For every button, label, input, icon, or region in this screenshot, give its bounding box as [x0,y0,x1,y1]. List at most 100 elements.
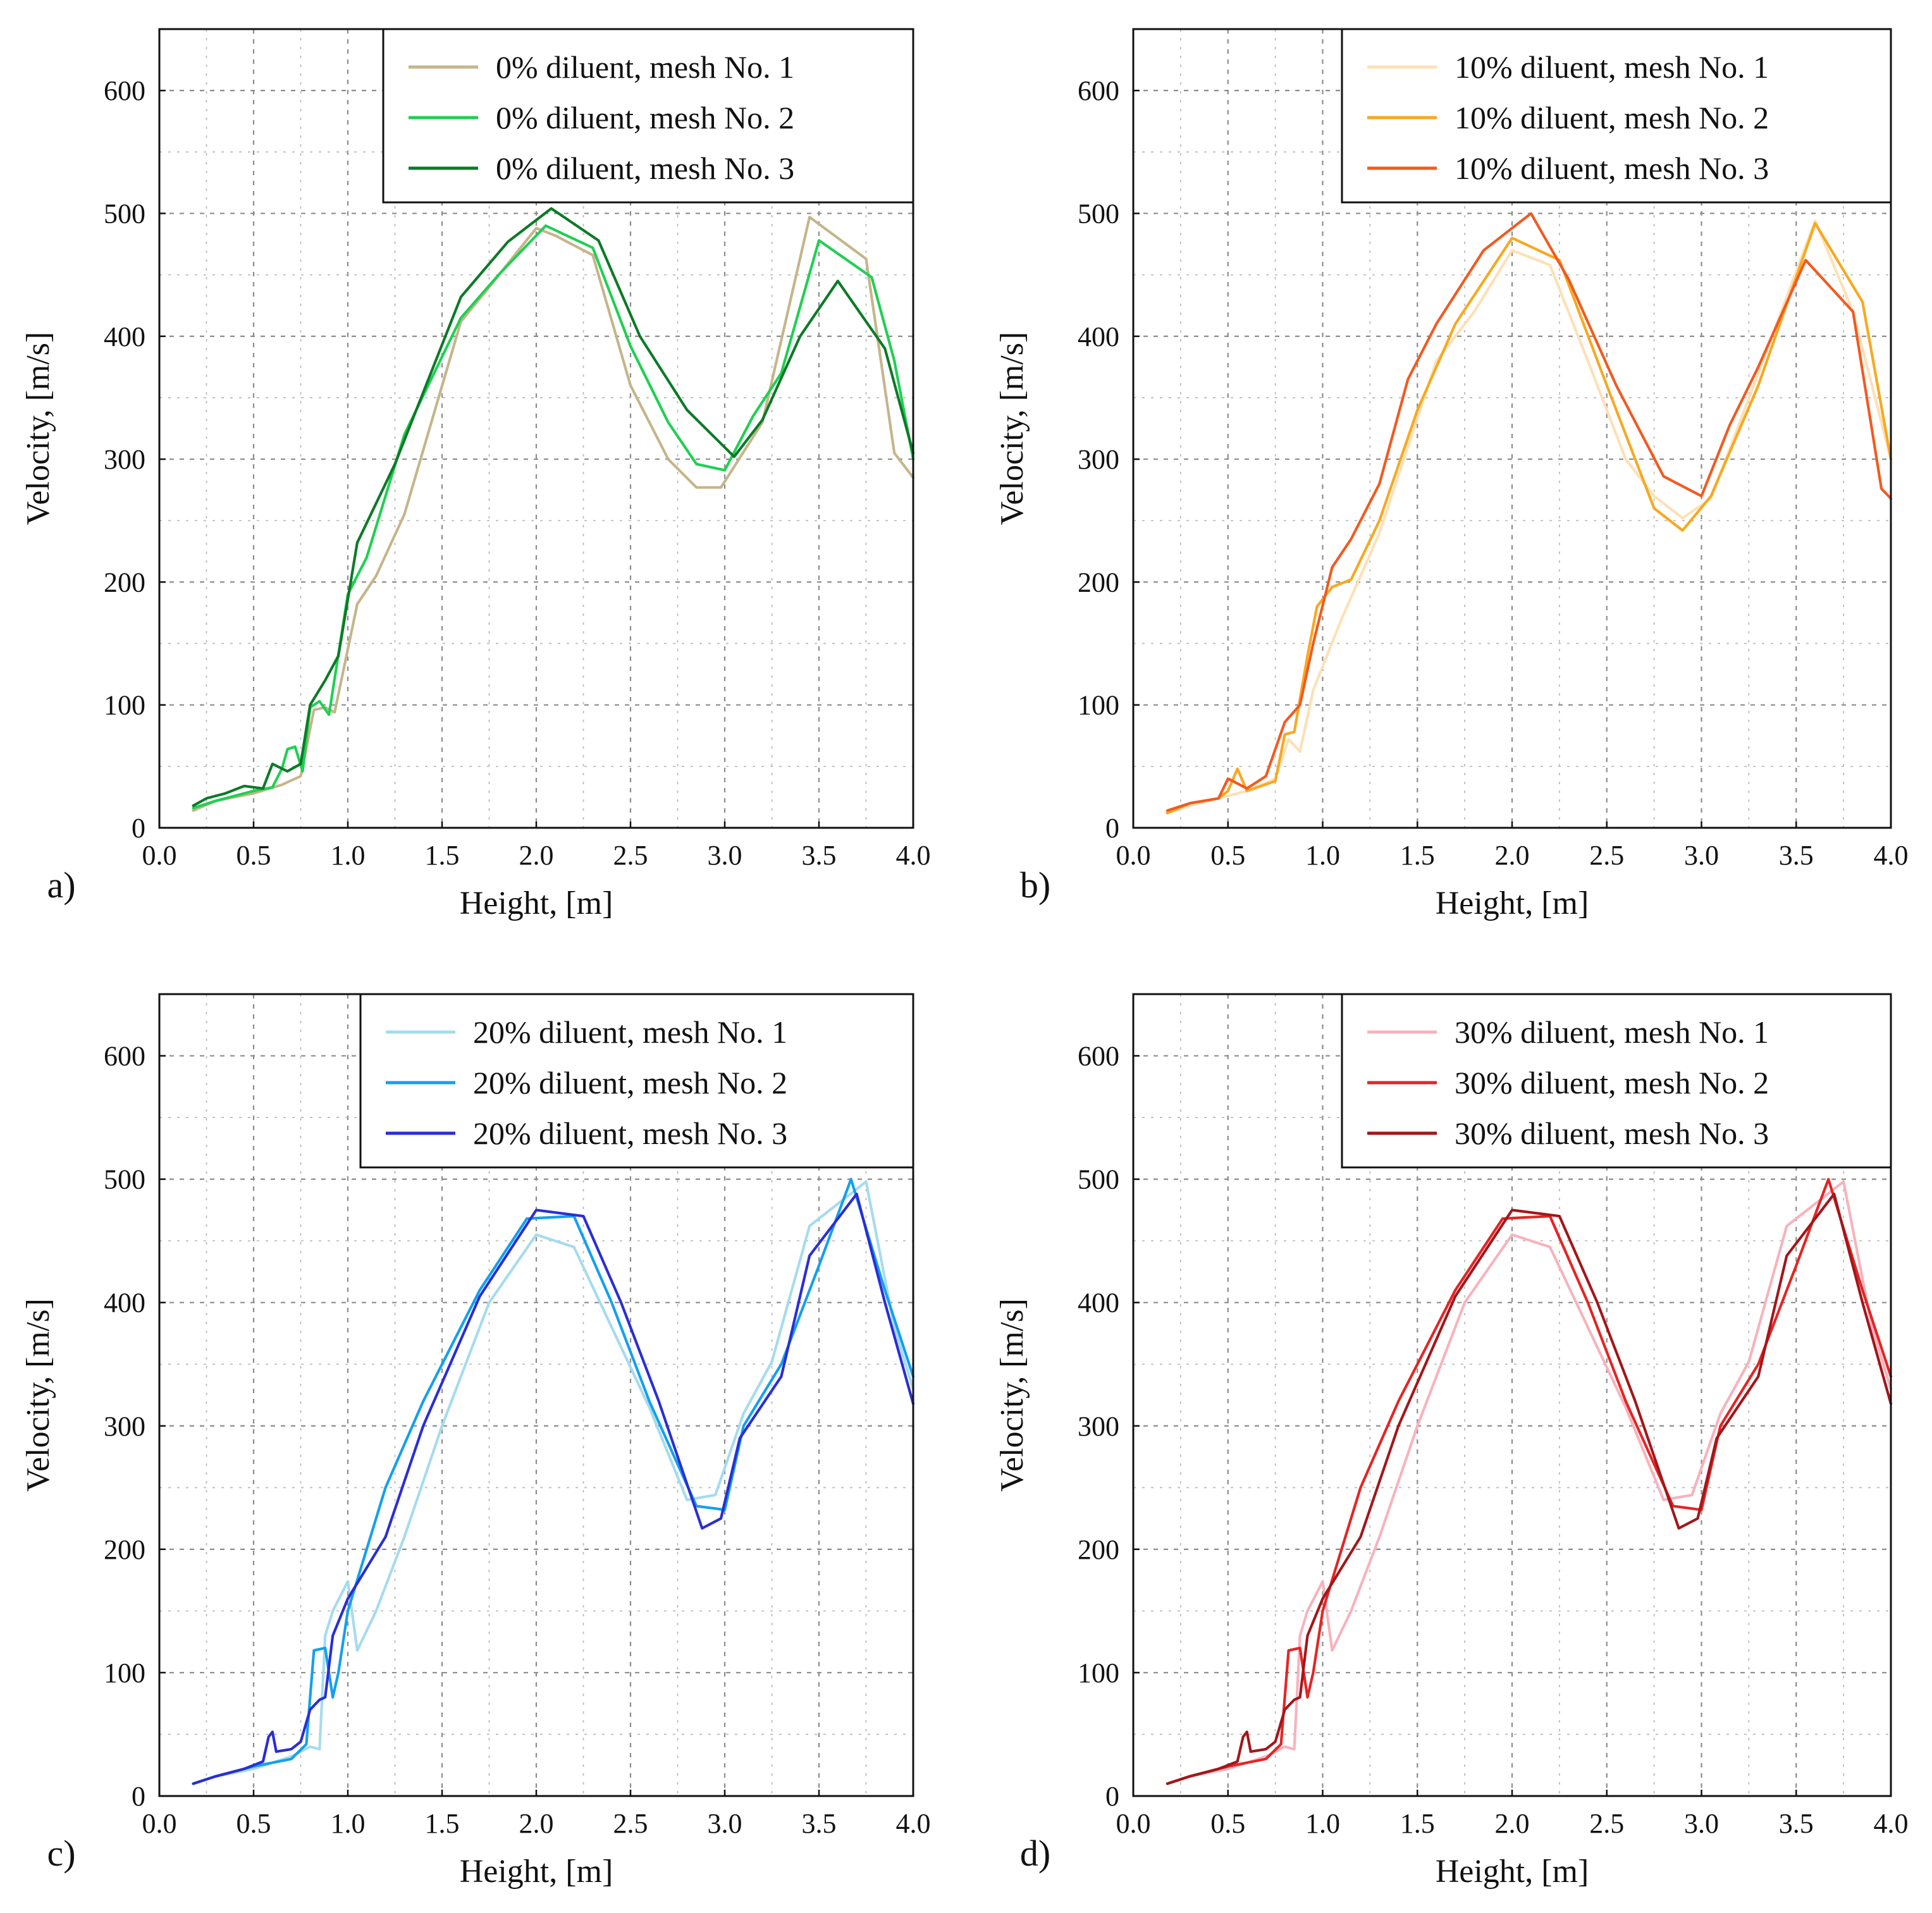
x-tick-label: 4.0 [896,1808,931,1839]
y-tick-label: 0 [132,813,145,844]
x-axis-title: Height, [m] [1436,1854,1589,1890]
series-line-mesh-3 [192,207,915,808]
y-tick-label: 400 [1078,1288,1119,1319]
y-tick-label: 300 [104,1411,145,1442]
legend: 30% diluent, mesh No. 1 30% diluent, mesh… [1341,993,1892,1169]
legend-label: 20% diluent, mesh No. 1 [473,1014,787,1050]
legend: 0% diluent, mesh No. 1 0% diluent, mesh N… [382,28,914,204]
x-tick-label: 3.0 [1684,840,1719,871]
x-tick-label: 3.5 [802,840,837,871]
panel-tag: b) [1020,864,1050,906]
x-tick-label: 2.5 [1589,1808,1624,1839]
x-tick-label: 3.5 [1779,840,1814,871]
y-axis-title: Velocity, [m/s] [994,1298,1030,1492]
x-tick-label: 1.5 [425,840,460,871]
legend-label: 20% diluent, mesh No. 2 [473,1065,787,1100]
series-line-mesh-3 [192,1192,915,1785]
x-tick-label: 1.0 [1305,840,1340,871]
y-tick-label: 300 [1078,444,1119,475]
y-axis-title: Velocity, [m/s] [994,332,1030,526]
x-axis-title: Height, [m] [460,1854,613,1890]
x-tick-label: 1.0 [331,1808,366,1839]
x-tick-label: 2.0 [519,840,554,871]
x-tick-label: 4.0 [1874,1808,1909,1839]
legend-label: 10% diluent, mesh No. 1 [1455,49,1769,85]
x-tick-label: 2.0 [519,1808,554,1839]
y-tick-label: 200 [104,567,145,598]
y-tick-label: 400 [1078,321,1119,352]
x-tick-label: 3.0 [1684,1808,1719,1839]
x-axis-title: Height, [m] [1436,885,1589,921]
x-tick-label: 3.0 [708,1808,742,1839]
panel-4: 0.0 0.5 1.0 1.5 2.0 2.5 3.0 3.5 4.0 0 100 200 300 400… [994,993,1909,1890]
legend: 20% diluent, mesh No. 1 20% diluent, mesh… [359,993,914,1169]
x-tick-label: 4.0 [1874,840,1909,871]
x-tick-label: 1.5 [1400,840,1435,871]
series-line-mesh-3 [1166,212,1893,812]
series-group [192,1178,915,1785]
legend-box [359,993,914,1169]
series-line-mesh-2 [1166,1178,1893,1785]
series-line-mesh-3 [1166,1192,1893,1785]
x-tick-label: 0.5 [237,840,271,871]
x-tick-label: 2.5 [613,840,648,871]
y-tick-label: 200 [1078,567,1119,598]
series-group [1166,1178,1893,1785]
legend-label: 0% diluent, mesh No. 3 [496,151,794,186]
y-tick-label: 400 [104,321,145,352]
y-tick-label: 400 [104,1288,145,1319]
y-tick-label: 100 [1078,690,1119,721]
legend-label: 30% diluent, mesh No. 1 [1455,1014,1769,1050]
x-tick-label: 1.0 [331,840,366,871]
y-tick-label: 500 [104,198,145,229]
x-tick-label: 3.5 [802,1808,837,1839]
y-tick-label: 500 [1078,1164,1119,1195]
x-tick-label: 0.5 [1210,840,1245,871]
x-tick-label: 3.5 [1779,1808,1814,1839]
panel-tag: d) [1020,1833,1050,1874]
y-tick-label: 500 [1078,198,1119,229]
x-tick-label: 0.0 [1116,1808,1151,1839]
x-tick-label: 0.0 [1116,840,1151,871]
panel-tag: a) [47,864,75,906]
panel-1: 0.0 0.5 1.0 1.5 2.0 2.5 3.0 3.5 4.0 0 100 200 300 400… [20,28,931,921]
y-tick-label: 100 [1078,1658,1119,1688]
legend-box [1341,28,1892,204]
legend-box [382,28,914,204]
x-tick-label: 4.0 [896,840,931,871]
legend-label: 0% diluent, mesh No. 2 [496,100,794,135]
panel-2: 0.0 0.5 1.0 1.5 2.0 2.5 3.0 3.5 4.0 0 100 200 300 400… [994,28,1909,921]
y-tick-label: 100 [104,690,145,721]
x-tick-label: 2.0 [1495,840,1530,871]
x-axis-title: Height, [m] [460,885,613,921]
y-tick-label: 200 [1078,1534,1119,1565]
y-tick-label: 600 [1078,1041,1119,1072]
x-tick-label: 1.5 [425,1808,460,1839]
legend-label: 0% diluent, mesh No. 1 [496,49,794,85]
series-line-mesh-1 [192,1180,915,1785]
y-tick-label: 600 [1078,75,1119,106]
y-tick-label: 0 [1105,813,1119,844]
x-tick-label: 0.0 [142,840,177,871]
y-tick-label: 200 [104,1534,145,1565]
y-tick-label: 500 [104,1164,145,1195]
legend-label: 30% diluent, mesh No. 3 [1455,1116,1769,1151]
x-tick-label: 0.5 [237,1808,271,1839]
y-axis-title: Velocity, [m/s] [20,332,56,526]
legend-box [1341,993,1892,1169]
series-group [192,207,915,812]
panel-3: 0.0 0.5 1.0 1.5 2.0 2.5 3.0 3.5 4.0 0 100 200 300 400… [20,993,931,1890]
y-tick-label: 300 [1078,1411,1119,1442]
x-tick-label: 0.0 [142,1808,177,1839]
y-tick-label: 600 [104,1041,145,1072]
y-tick-label: 100 [104,1658,145,1688]
series-line-mesh-2 [192,224,915,810]
series-line-mesh-1 [1166,1180,1893,1785]
x-tick-label: 2.0 [1495,1808,1530,1839]
x-tick-label: 1.5 [1400,1808,1435,1839]
x-tick-label: 1.0 [1305,1808,1340,1839]
series-line-mesh-2 [192,1178,915,1785]
y-tick-label: 0 [132,1781,145,1812]
series-group [1166,212,1893,815]
